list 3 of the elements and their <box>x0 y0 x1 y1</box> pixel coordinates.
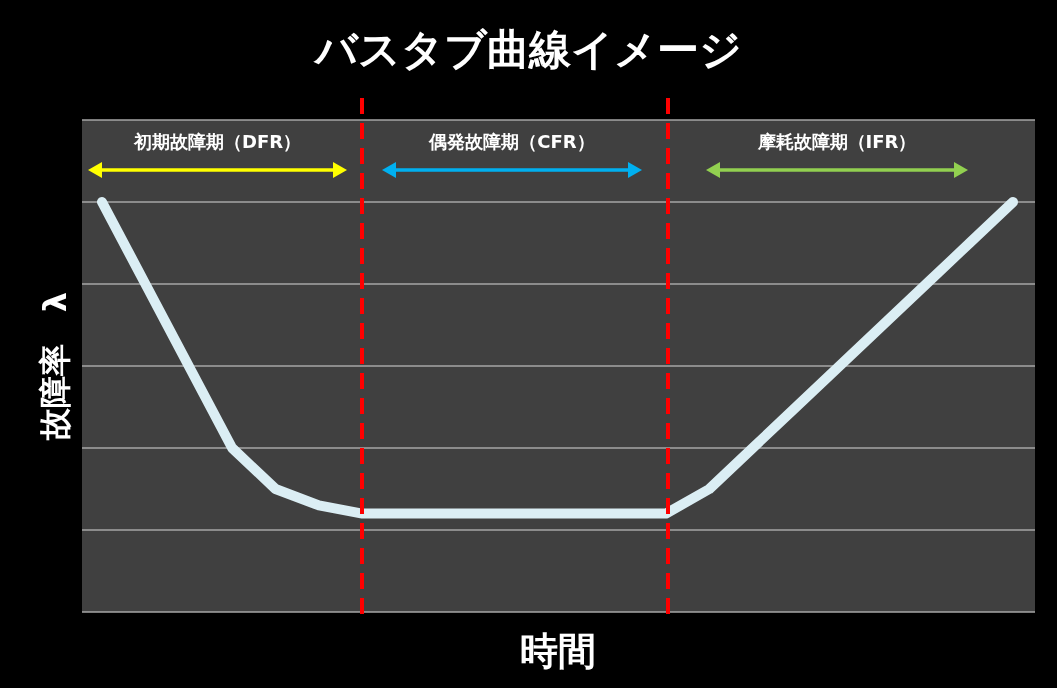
xlabel: 時間 <box>520 629 596 673</box>
ylabel: 故障率 λ <box>36 291 74 441</box>
title: バスタブ曲線イメージ <box>314 25 742 74</box>
